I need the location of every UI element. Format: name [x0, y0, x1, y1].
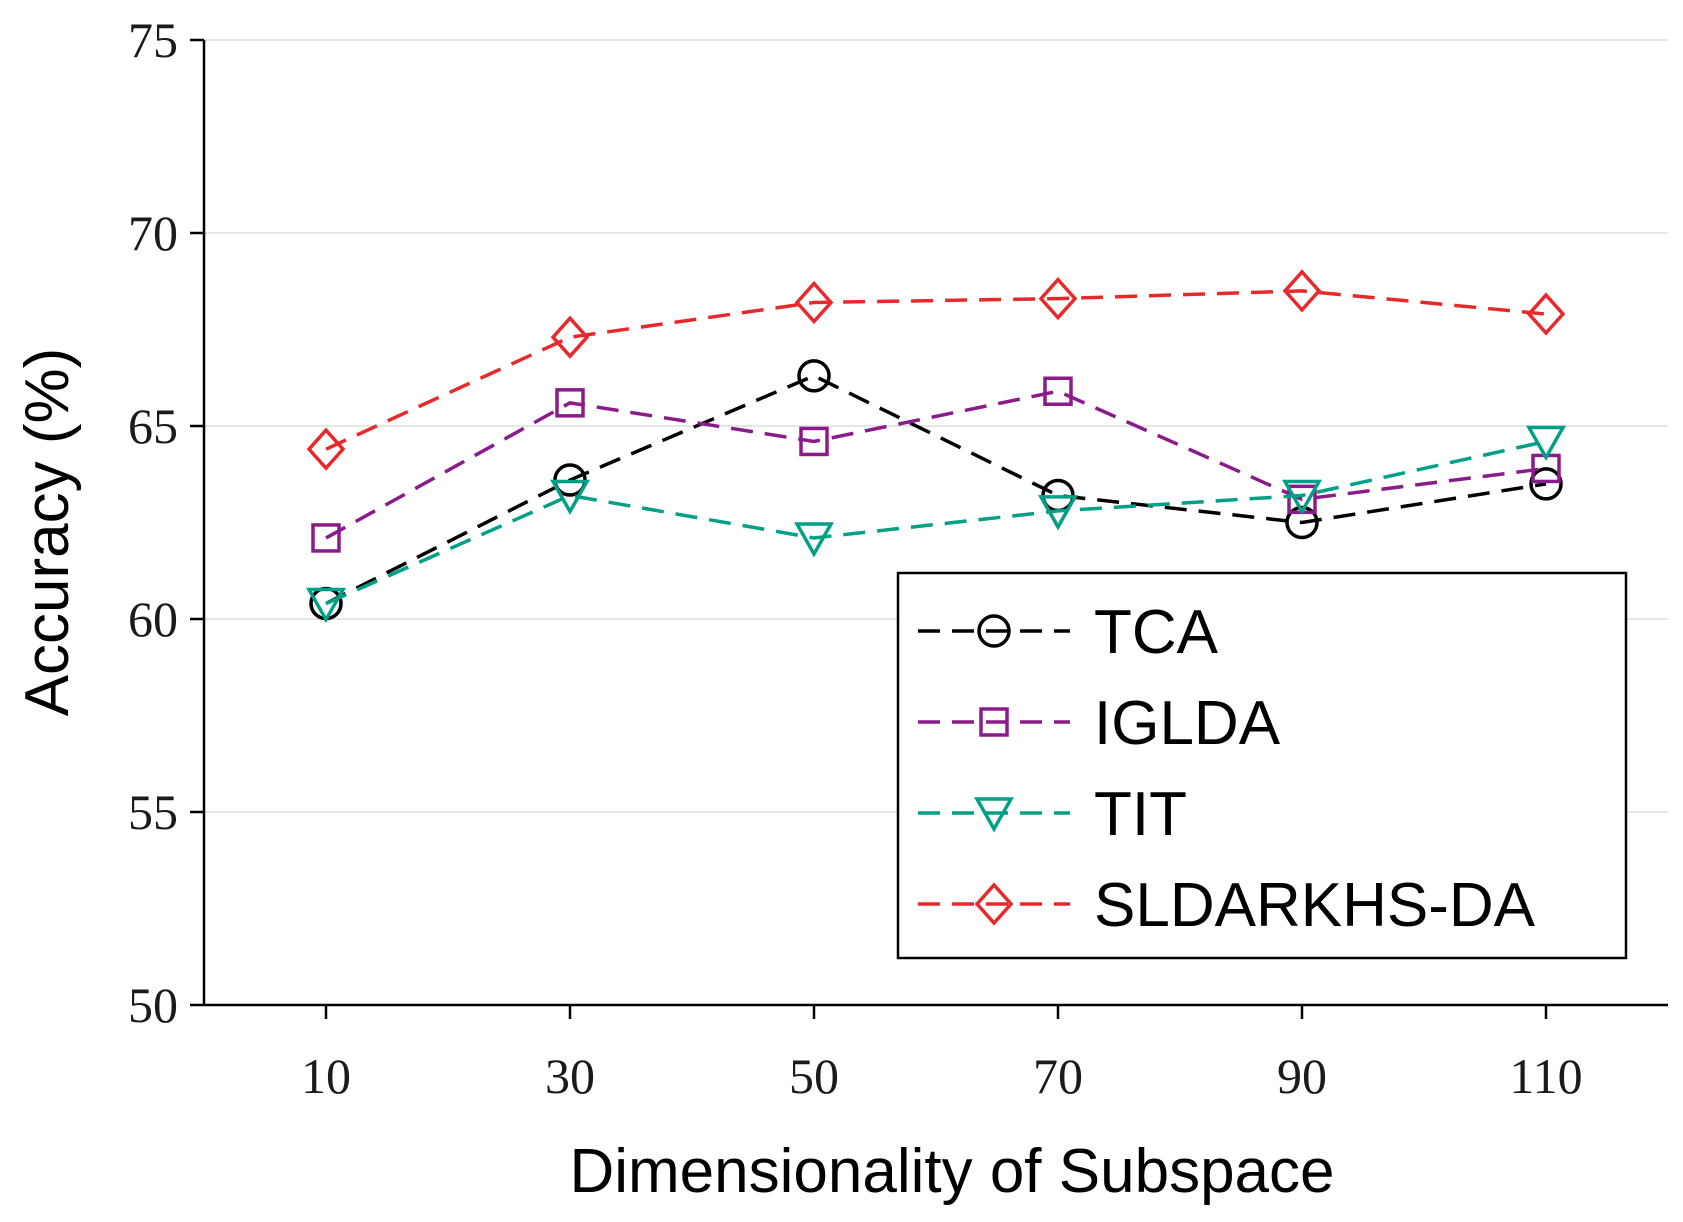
y-tick-label: 55 — [128, 784, 178, 840]
data-point-sldarkhs-da — [1038, 276, 1078, 321]
data-point-tit — [1525, 425, 1567, 461]
legend-marker-sldarkhs-da — [974, 882, 1014, 926]
legend-label: SLDARKHS-DA — [1094, 871, 1536, 940]
legend-label: TIT — [1094, 780, 1187, 849]
series-tit — [305, 425, 1567, 624]
x-tick-label: 70 — [1033, 1048, 1083, 1104]
data-point-sldarkhs-da — [550, 315, 590, 359]
data-point-iglda — [311, 523, 341, 553]
legend-label: IGLDA — [1094, 689, 1281, 758]
data-point-sldarkhs-da — [306, 427, 346, 471]
legend-label: TCA — [1094, 598, 1219, 667]
x-tick-label: 30 — [545, 1048, 595, 1104]
data-point-tit — [1037, 495, 1079, 531]
data-point-tit — [793, 522, 835, 558]
y-axis-label: Accuracy (%) — [13, 348, 82, 717]
data-point-iglda — [555, 388, 585, 418]
series-sldarkhs-da — [306, 269, 1566, 471]
legend-item-tit: TIT — [918, 780, 1187, 849]
legend-marker-tca — [977, 614, 1011, 648]
data-point-sldarkhs-da — [1282, 269, 1322, 313]
series-line-sldarkhs-da — [325, 289, 1547, 451]
data-point-tca — [1529, 467, 1563, 501]
legend-marker-tit — [973, 797, 1015, 833]
y-tick-label: 70 — [128, 205, 178, 261]
series-line-tca — [325, 373, 1547, 606]
data-point-tca — [1285, 505, 1319, 540]
data-point-tit — [549, 479, 591, 516]
y-tick-label: 60 — [128, 591, 178, 647]
legend-item-iglda: IGLDA — [918, 689, 1281, 758]
legend: TCA IGLDA TIT SLDARKHS-DA — [896, 571, 1628, 960]
y-tick-label: 50 — [128, 977, 178, 1033]
legend-item-sldarkhs-da: SLDARKHS-DA — [918, 871, 1536, 940]
data-point-tit — [305, 587, 347, 624]
data-point-sldarkhs-da — [794, 280, 834, 325]
legend-marker-iglda — [979, 707, 1009, 737]
x-tick-label: 90 — [1277, 1048, 1327, 1104]
x-tick-label: 10 — [301, 1048, 351, 1104]
legend-box — [896, 571, 1628, 960]
x-tick-label: 110 — [1509, 1048, 1582, 1104]
data-point-tca — [797, 359, 831, 393]
data-point-tit — [1281, 479, 1323, 516]
x-axis-label: Dimensionality of Subspace — [569, 1137, 1334, 1206]
y-tick-label: 65 — [128, 398, 178, 454]
data-point-sldarkhs-da — [1526, 292, 1566, 336]
series-layer — [305, 269, 1567, 624]
series-line-tit — [325, 439, 1547, 606]
legend-item-tca: TCA — [918, 598, 1219, 667]
data-point-iglda — [1043, 376, 1073, 407]
x-tick-label: 50 — [789, 1048, 839, 1104]
axes-layer: 50 55 60 65 70 75 10 30 50 70 90 110 — [128, 12, 1668, 1104]
data-point-iglda — [799, 426, 829, 457]
y-tick-label: 75 — [128, 12, 178, 68]
series-line-iglda — [325, 389, 1547, 540]
